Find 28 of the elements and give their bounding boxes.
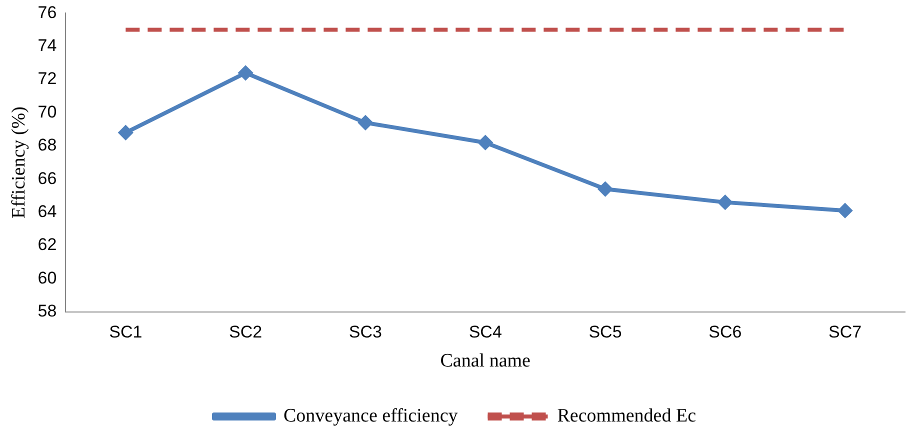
x-tick-label: SC1 — [109, 322, 142, 342]
legend-label: Conveyance efficiency — [283, 405, 458, 426]
y-tick-label: 76 — [38, 2, 57, 22]
y-tick-label: 60 — [38, 268, 57, 288]
y-tick-label: 66 — [38, 168, 57, 188]
x-tick-label: SC5 — [588, 322, 622, 342]
legend-label: Recommended Ec — [557, 405, 696, 426]
point — [118, 126, 133, 140]
point — [838, 204, 852, 218]
y-tick-label: 74 — [38, 36, 57, 56]
x-axis-title: Canal name — [440, 350, 530, 372]
y-tick-label: 58 — [38, 301, 57, 320]
y-tick-label: 62 — [38, 235, 57, 254]
x-tick-label: SC7 — [828, 322, 862, 342]
point — [718, 195, 732, 210]
point — [358, 116, 372, 130]
y-axis-title: Efficiency (%) — [8, 106, 30, 219]
y-tick-label: 64 — [38, 202, 57, 221]
x-tick-label: SC6 — [708, 322, 742, 342]
x-tick-label: SC3 — [348, 322, 382, 342]
point — [478, 136, 492, 150]
point — [238, 66, 253, 80]
x-tick-label: SC2 — [229, 322, 262, 342]
point — [598, 182, 612, 196]
x-tick-label: SC4 — [468, 322, 502, 342]
y-tick-label: 68 — [38, 136, 57, 155]
y-tick-label: 72 — [38, 69, 57, 88]
y-tick-label: 70 — [38, 102, 57, 122]
